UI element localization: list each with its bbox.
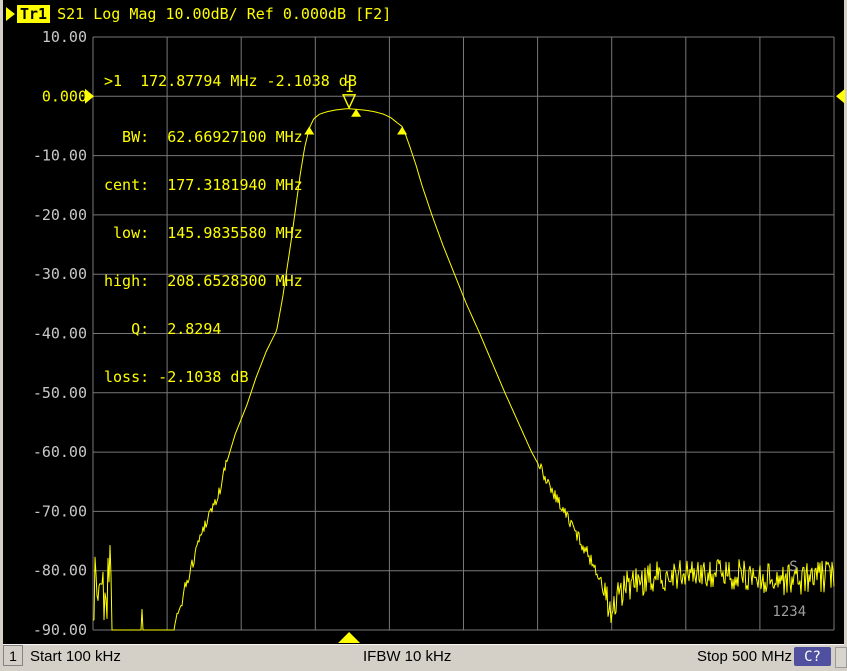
status-row: S: [764, 559, 798, 575]
status-row: 1234: [764, 604, 807, 620]
marker-readout: >1 172.87794 MHz -2.1038 dB BW: 62.66927…: [104, 41, 357, 417]
y-axis-tick-label: -70.00: [33, 502, 87, 520]
bw-marker-low: [304, 126, 315, 135]
low-value: low: 145.9835580 MHz: [104, 224, 303, 242]
y-axis-tick-label: -90.00: [33, 621, 87, 639]
s21-trace: [92, 108, 835, 631]
y-axis-tick-label: -20.00: [33, 206, 87, 224]
loss-value: loss: -2.1038 dB: [104, 368, 249, 386]
bw-marker-high: [397, 126, 408, 135]
trace-format-label: S21 Log Mag 10.00dB/ Ref 0.000dB [F2]: [57, 5, 392, 23]
stimulus-status-bar: 1 Start 100 kHz IFBW 10 kHz Stop 500 MHz…: [3, 644, 847, 669]
ref-level-indicator-left: [85, 88, 94, 104]
stimulus-marker[interactable]: [338, 632, 361, 643]
marker-1-label: 1: [345, 78, 354, 96]
marker-1-symbol[interactable]: [342, 94, 357, 110]
channel-number-cell: 1: [3, 645, 23, 666]
y-axis-tick-label: -80.00: [33, 562, 87, 580]
window-border-left: [0, 0, 3, 671]
cent-value: cent: 177.3181940 MHz: [104, 176, 303, 194]
y-axis-tick-label: 10.00: [42, 28, 87, 46]
trace-header: Tr1 S21 Log Mag 10.00dB/ Ref 0.000dB [F2…: [6, 3, 391, 25]
active-trace-arrow-icon: [6, 7, 15, 21]
cal-status-badge: C?: [794, 647, 831, 666]
y-axis-tick-label: 0.000: [42, 87, 87, 105]
marker-1-trace-dot: [351, 108, 362, 117]
y-axis-tick-label: -60.00: [33, 443, 87, 461]
stop-frequency-label: Stop 500 MHz: [697, 648, 793, 665]
ref-level-indicator-right: [836, 88, 845, 104]
start-frequency-label: Start 100 kHz: [30, 648, 121, 665]
q-value: Q: 2.8294: [104, 320, 222, 338]
bw-value: BW: 62.66927100 MHz: [104, 128, 303, 146]
status-bar-end-cell: [835, 647, 847, 668]
trace-selector-badge[interactable]: Tr1: [17, 5, 51, 23]
window-border-bottom: [0, 668, 847, 671]
y-axis-tick-label: -10.00: [33, 147, 87, 165]
high-value: high: 208.6528300 MHz: [104, 272, 303, 290]
y-axis-tick-label: -30.00: [33, 265, 87, 283]
marker1-value: >1 172.87794 MHz -2.1038 dB: [104, 72, 357, 90]
y-axis-tick-label: -50.00: [33, 384, 87, 402]
ifbw-label: IFBW 10 kHz: [363, 648, 452, 665]
y-axis-tick-label: -40.00: [33, 325, 87, 343]
window-border-right: [844, 0, 847, 671]
